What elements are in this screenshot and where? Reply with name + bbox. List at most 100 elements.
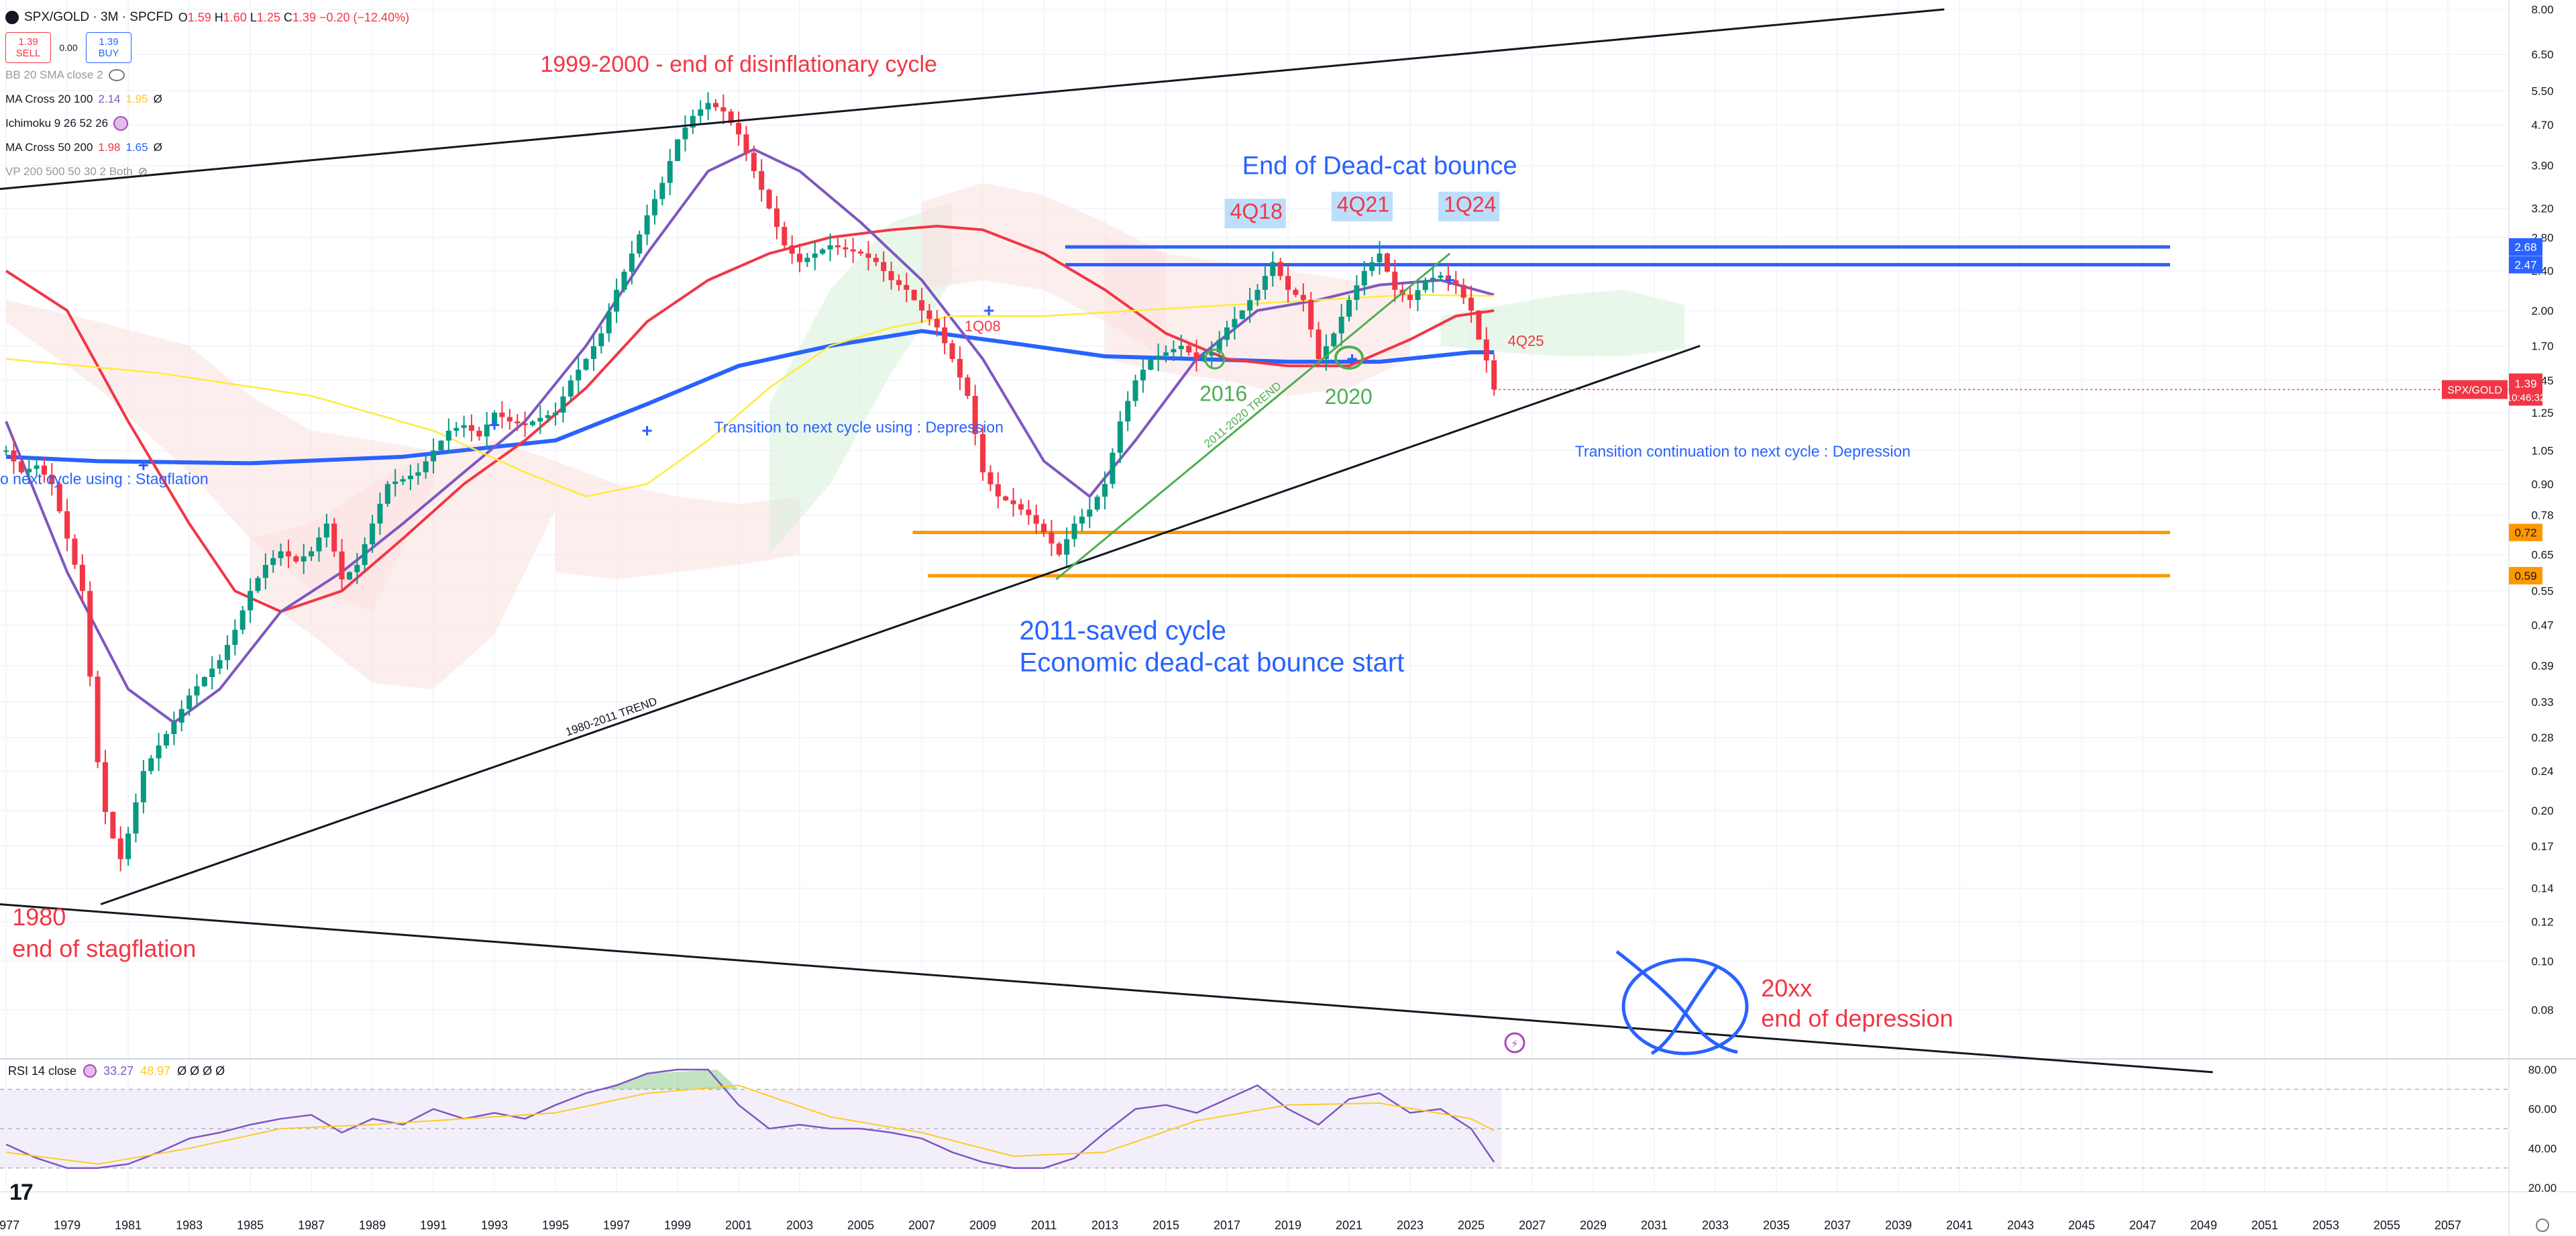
candle-body — [224, 645, 230, 660]
candle-body — [614, 289, 620, 312]
rsi-tick-label: 60.00 — [2528, 1103, 2557, 1116]
last-price-text: 1.39 — [2514, 378, 2536, 391]
cross-marker: + — [138, 455, 149, 476]
price-tick-label: 1.25 — [2531, 407, 2553, 419]
annotations: 1999-2000 - end of disinflationary cycle… — [0, 52, 1953, 1032]
candle-body — [537, 417, 543, 422]
time-axis[interactable]: 1977 1979 1981 1983 1985 1987 1989 1991 1993 1995… — [0, 1219, 2461, 1232]
candle-body — [1331, 333, 1337, 346]
target-circle — [1621, 958, 1749, 1055]
candle-body — [720, 107, 727, 112]
rsi-legend[interactable]: RSI 14 close 33.27 48.97 Ø Ø Ø Ø — [8, 1064, 225, 1078]
rsi-settings-icon[interactable] — [83, 1064, 97, 1078]
eye-icon[interactable] — [108, 69, 125, 81]
time-tick-label: 2041 — [1946, 1219, 1973, 1232]
trade-buttons: 1.39 SELL 0.00 1.39 BUY — [5, 32, 409, 63]
candle-body — [926, 310, 932, 319]
candle-body — [156, 745, 162, 759]
time-tick-label: 1995 — [542, 1219, 569, 1232]
candle-body — [461, 425, 467, 428]
candle-body — [773, 208, 780, 227]
candle-body — [431, 450, 437, 462]
1980-2011-trend-line — [100, 344, 1701, 906]
cross-marker: + — [489, 415, 500, 435]
candle-body — [1277, 262, 1283, 276]
time-tick-label: 1977 — [0, 1219, 19, 1232]
price-tick-label: 3.90 — [2531, 160, 2553, 172]
price-tick-label: 0.33 — [2531, 696, 2553, 709]
candle-body — [1018, 504, 1024, 510]
horizontal-levels[interactable] — [912, 245, 2170, 578]
candle-body — [881, 262, 887, 272]
indicator-ma-cross-20-100[interactable]: MA Cross 20 100 2.14 1.95 Ø — [5, 93, 162, 105]
cloud-green-2024 — [1440, 289, 1685, 356]
candle-body — [1285, 276, 1291, 290]
annotation-text: 4Q21 — [1337, 193, 1389, 217]
annotation-text: 2011-saved cycle — [1020, 616, 1226, 646]
bottom-channel-line — [0, 903, 2213, 1074]
indicator-ichimoku[interactable]: Ichimoku 9 26 52 26 — [5, 111, 409, 136]
price-tick-label: 0.47 — [2531, 619, 2553, 632]
sell-button[interactable]: 1.39 SELL — [5, 32, 51, 63]
price-tick-label: 6.50 — [2531, 48, 2553, 61]
candle-body — [690, 115, 696, 128]
candle-body — [285, 551, 291, 557]
candle-body — [1049, 532, 1055, 544]
time-tick-label: 2039 — [1885, 1219, 1912, 1232]
candle-body — [384, 484, 390, 504]
candle-body — [1117, 421, 1123, 453]
candle-body — [1232, 319, 1238, 328]
annotation-box — [1224, 199, 1286, 229]
price-tick-label: 0.39 — [2531, 660, 2553, 672]
tradingview-logo-icon[interactable]: 17 — [9, 1180, 34, 1205]
annotation-text: 1980 — [12, 903, 66, 931]
candle-body — [201, 677, 207, 686]
candle-body — [911, 289, 917, 301]
candle-body — [1094, 497, 1100, 510]
candle-body — [110, 811, 116, 839]
spread-value: 0.00 — [59, 42, 78, 53]
candle-body — [1254, 289, 1260, 301]
eye-off-icon[interactable]: ⊘ — [138, 165, 148, 178]
time-tick-label: 1997 — [603, 1219, 630, 1232]
candle-body — [148, 758, 154, 772]
price-label-text: 0.59 — [2514, 570, 2536, 582]
candle-body — [1148, 359, 1154, 370]
cross-marker: + — [1444, 270, 1455, 291]
price-tick-label: 0.12 — [2531, 916, 2553, 929]
candle-body — [301, 556, 307, 562]
price-tick-label: 0.20 — [2531, 805, 2553, 817]
candle-body — [171, 722, 177, 734]
candle-body — [1300, 295, 1306, 300]
cross-marker: + — [983, 300, 994, 321]
candle-body — [782, 227, 788, 246]
price-tick-label: 0.24 — [2531, 765, 2553, 778]
price-tick-label: 4.70 — [2531, 119, 2553, 132]
symbol-title[interactable]: SPX/GOLD · 3M · SPCFD — [24, 10, 173, 24]
candle-body — [125, 833, 131, 860]
rsi-tick-label: 20.00 — [2528, 1182, 2557, 1194]
candle-body — [1178, 346, 1184, 350]
candle-body — [949, 343, 955, 360]
time-tick-label: 2019 — [1275, 1219, 1301, 1232]
candle-body — [178, 709, 184, 723]
indicator-bb[interactable]: BB 20 SMA close 2 — [5, 63, 409, 87]
price-axis[interactable]: 8.006.505.504.703.903.202.802.402.001.70… — [1494, 3, 2557, 1232]
rsi-pane — [0, 1068, 2509, 1169]
indicator-ma-cross-50-200[interactable]: MA Cross 50 200 1.98 1.65 Ø — [5, 141, 162, 154]
circle-2016 — [1204, 348, 1226, 370]
time-tick-label: 2013 — [1091, 1219, 1118, 1232]
indicator-vp[interactable]: VP 200 500 50 30 2 Both ⊘ — [5, 165, 148, 178]
candle-body — [766, 189, 772, 209]
candle-body — [1476, 310, 1482, 340]
time-tick-label: 2023 — [1397, 1219, 1424, 1232]
candle-body — [1308, 299, 1314, 329]
time-tick-label: 1999 — [664, 1219, 691, 1232]
buy-button[interactable]: 1.39 BUY — [86, 32, 131, 63]
candle-body — [453, 427, 460, 431]
candle-body — [1056, 544, 1062, 555]
ma-line-ma20 — [5, 329, 1495, 466]
time-tick-label: 2003 — [786, 1219, 813, 1232]
candle-body — [1102, 484, 1108, 497]
